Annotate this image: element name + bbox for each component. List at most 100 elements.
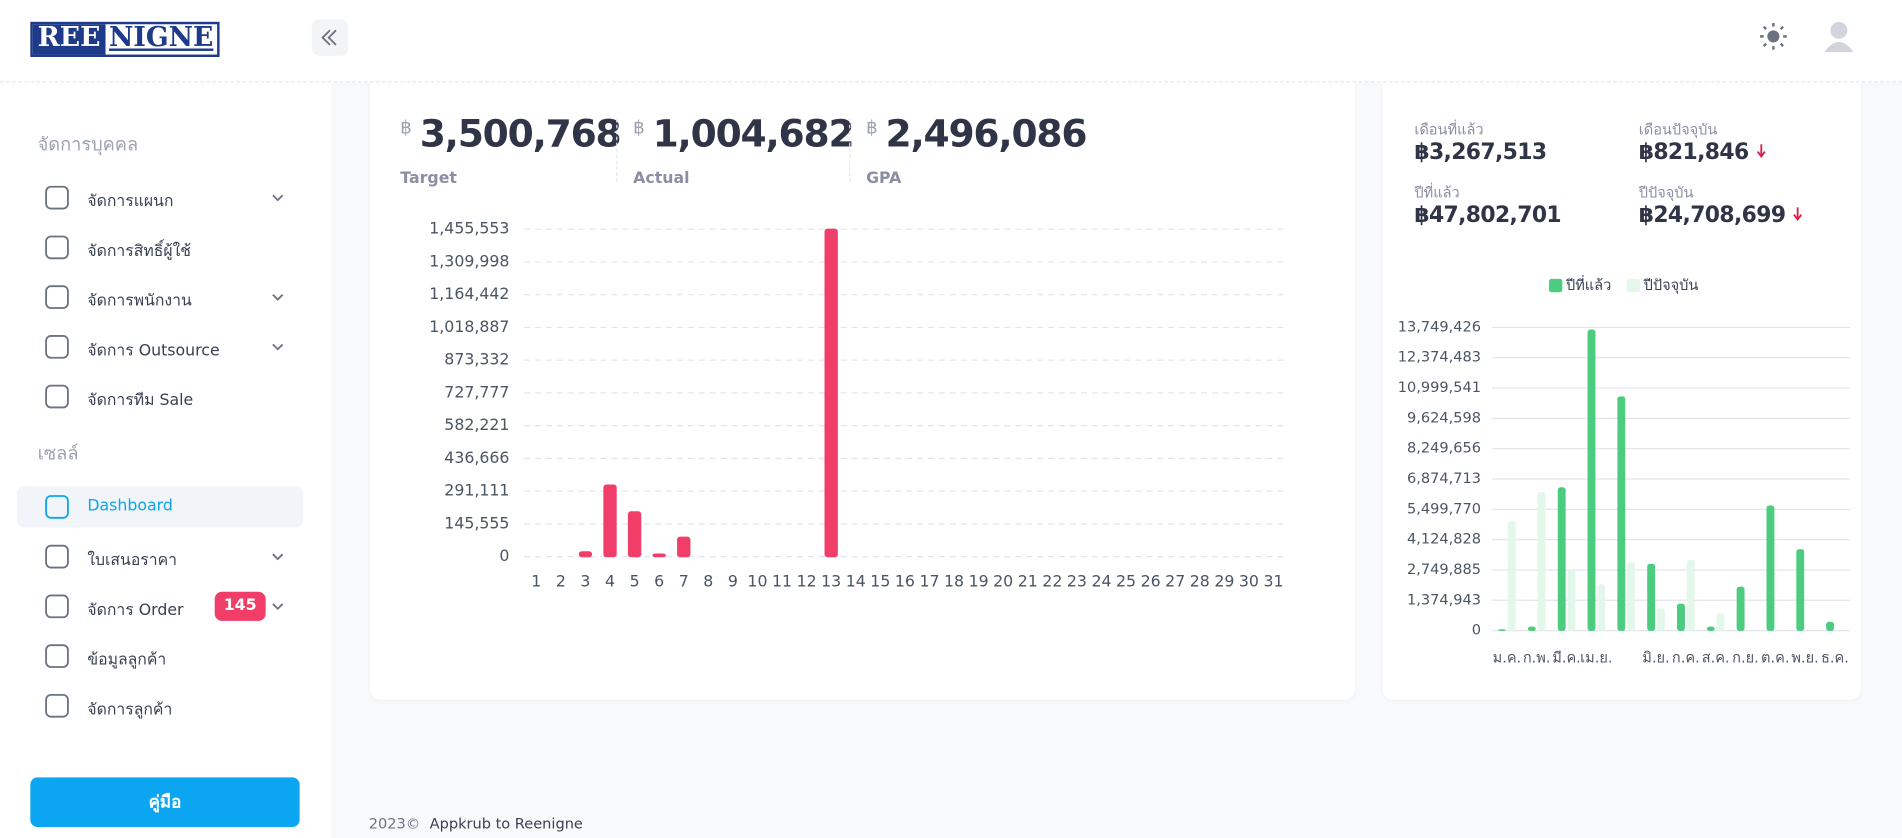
badge: 145 [214,591,266,621]
x-tick-label: 9 [728,572,738,591]
menu-icon [45,495,69,519]
x-tick-label: 19 [969,572,989,591]
y-tick-label: 1,374,943 [1407,591,1481,608]
daily-card [369,48,1355,700]
menu-label: จัดการ Outsource [87,341,220,361]
footer-year: 2023© [368,814,421,832]
menu-item[interactable]: จัดการ Outsource [17,326,303,367]
logo[interactable]: REE NIGNE [30,21,220,57]
chevron [272,553,284,561]
chevron [272,194,284,202]
x-tick-label: 4 [605,572,615,591]
menu-label: จัดการทีม Sale [87,391,194,410]
x-tick-label: 2 [556,572,566,591]
x-tick-label: ต.ค. [1761,649,1789,666]
bar [1617,396,1626,631]
legend-label: ปีปัจจุบัน [1643,277,1698,294]
x-tick-label: ม.ค. [1493,649,1522,666]
bar [1796,549,1805,631]
menu-label: ข้อมูลลูกค้า [87,651,167,670]
menu-label: Dashboard [87,497,173,516]
y-tick-label: 0 [499,546,509,565]
menu-item[interactable]: จัดการลูกค้า [17,685,303,726]
stat-divider [849,118,851,182]
x-tick-label: 12 [797,572,817,591]
bar [1527,626,1536,631]
summary-value: ฿47,802,701 [1414,202,1562,228]
bar [1597,584,1606,631]
bar [1627,562,1635,631]
trend-down [1793,207,1802,222]
menu-icon [45,693,69,718]
y-tick-label: 291,111 [444,481,509,500]
menu-item[interactable]: ใบเสนอราคา [17,536,303,577]
bar [1507,521,1516,631]
menu-item[interactable]: จัดการสิทธิ์ผู้ใช้ [17,227,303,268]
menu-label: จัดการ Order [87,601,184,620]
x-tick-label: 24 [1091,572,1111,591]
bar [1498,629,1506,631]
y-tick-label: 873,332 [444,350,509,369]
stat-divider [616,118,618,182]
stat-label: GPA [866,169,902,188]
collapse-icon [321,29,337,46]
legend-swatch [1626,278,1640,293]
menu-item[interactable]: จัดการทีม Sale [17,376,303,417]
menu-item[interactable]: จัดการ Order 145 [17,586,303,627]
menu-label: จัดการลูกค้า [87,700,173,720]
manual-button[interactable]: คู่มือ [30,777,300,828]
chevron [272,343,284,351]
summary-value: ฿3,267,513 [1414,139,1547,165]
x-tick-label: มิ.ย. [1642,649,1669,666]
summary-label: ปีที่แล้ว [1414,184,1460,202]
y-tick-label: 4,124,828 [1407,531,1481,548]
avatar[interactable] [1823,19,1855,53]
stat-currency: ฿ [400,116,412,139]
theme-toggle[interactable] [1759,22,1788,51]
summary-value: ฿24,708,699 [1639,203,1804,228]
x-tick-label: 29 [1214,572,1234,591]
x-tick-label: 22 [1042,572,1062,591]
x-tick-label: 16 [895,572,915,591]
x-tick-label: ก.ค. [1672,649,1700,666]
menu-item[interactable]: ข้อมูลลูกค้า [17,635,303,676]
summary-label: เดือนที่แล้ว [1414,121,1484,139]
x-tick-label: 3 [580,572,590,591]
y-tick-label: 436,666 [444,448,509,467]
x-tick-label: ก.พ. [1523,649,1551,666]
x-tick-label: ก.ย. [1732,649,1759,666]
stat-value: 3,500,768 [419,112,622,157]
y-tick-label: 9,624,598 [1407,409,1481,426]
bar [1537,492,1546,631]
y-tick-label: 13,749,426 [1398,318,1481,335]
y-tick-label: 10,999,541 [1398,379,1481,396]
footer-text: Appkrub to Reenigne [429,814,583,832]
legend-swatch [1549,278,1563,293]
bar [1647,563,1656,631]
y-tick-label: 12,374,483 [1398,349,1481,366]
y-tick-label: 6,874,713 [1407,470,1481,487]
menu-item[interactable]: จัดการแผนก [17,177,303,218]
menu-label: ใบเสนอราคา [87,551,178,570]
menu-label: จัดการสิทธิ์ผู้ใช้ [87,242,191,261]
x-tick-label: 1 [531,572,541,591]
footer: 2023© Appkrub to Reenigne [369,815,583,832]
y-tick-label: 8,249,656 [1407,440,1481,457]
menu-icon [45,384,69,409]
menu-icon [45,235,69,260]
menu-item[interactable]: Dashboard [16,486,304,528]
trend-down [1756,144,1766,158]
x-tick-label: 10 [747,572,767,591]
menu-item[interactable]: จัดการพนักงาน [17,276,303,317]
bar [824,228,838,558]
bar [1686,559,1695,631]
x-tick-label: 15 [870,572,890,591]
y-tick-label: 1,164,442 [429,284,509,303]
bar [677,536,691,558]
bar [603,484,617,558]
header: REE NIGNE [0,0,1902,83]
collapse-button[interactable] [311,19,349,56]
x-tick-label: 11 [772,572,792,591]
